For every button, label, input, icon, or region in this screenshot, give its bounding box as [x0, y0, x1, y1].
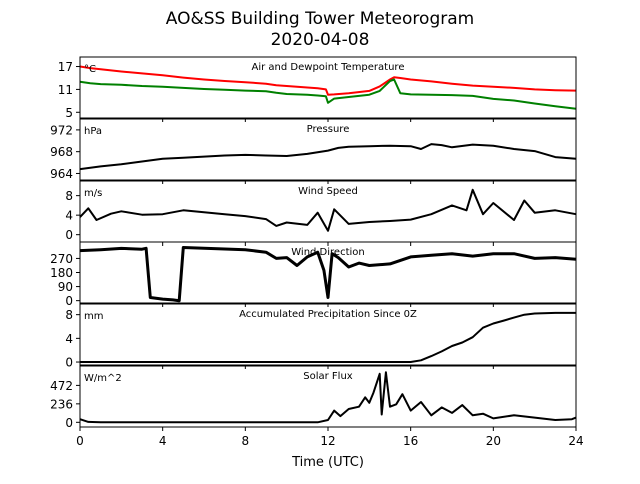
y-tick-label-2-1: 4 — [65, 209, 73, 223]
panel-unit-4: mm — [84, 311, 103, 322]
x-tick-label-5: 20 — [486, 434, 501, 448]
series-line-4-0 — [80, 311, 576, 363]
series-line-3-0 — [79, 246, 577, 303]
panel-title-2: Wind Speed — [298, 186, 358, 197]
y-tick-label-1-1: 968 — [50, 145, 73, 159]
x-tick-label-0: 0 — [76, 434, 84, 448]
x-tick-label-6: 24 — [568, 434, 583, 448]
x-tick-label-1: 4 — [159, 434, 167, 448]
x-tick-label-3: 12 — [320, 434, 335, 448]
x-tick-label-2: 8 — [242, 434, 250, 448]
panel-title-5: Solar Flux — [303, 371, 353, 382]
chart-subtitle: 2020-04-08 — [271, 30, 370, 50]
chart-title: AO&SS Building Tower Meteorogram — [166, 9, 474, 29]
y-tick-label-1-0: 964 — [50, 167, 73, 181]
y-tick-label-4-1: 4 — [65, 332, 73, 346]
y-tick-label-2-2: 8 — [65, 189, 73, 203]
y-tick-label-2-0: 0 — [65, 228, 73, 242]
series-line-0-0 — [79, 65, 577, 96]
panel-4: 0 4 8 Accumulated Precipitation Since 0Z mm — [65, 303, 577, 370]
y-tick-label-5-2: 472 — [50, 379, 73, 393]
series-line-1-0 — [79, 143, 577, 171]
panel-title-1: Pressure — [307, 124, 350, 135]
panel-1: 964 968 972 Pressure hPa — [50, 118, 577, 184]
y-tick-label-0-0: 5 — [65, 106, 73, 120]
y-tick-label-5-1: 236 — [50, 397, 73, 411]
panel-unit-1: hPa — [84, 126, 102, 137]
series-line-0-1 — [79, 78, 577, 110]
panel-title-0: Air and Dewpoint Temperature — [252, 62, 405, 73]
series-line-2-0 — [79, 188, 577, 232]
x-tick-label-4: 16 — [403, 434, 418, 448]
y-tick-label-0-1: 11 — [58, 83, 73, 97]
y-tick-label-3-2: 180 — [50, 266, 73, 280]
y-tick-label-3-1: 90 — [58, 280, 73, 294]
panel-unit-5: W/m^2 — [84, 373, 122, 384]
panel-title-4: Accumulated Precipitation Since 0Z — [239, 309, 417, 320]
series-line-5-0 — [79, 371, 577, 424]
panel-5: 0 236 472 Solar Flux W/m^2 — [50, 365, 577, 431]
panel-title-3: Wind Direction — [291, 247, 365, 258]
y-tick-label-5-0: 0 — [65, 416, 73, 430]
y-tick-label-4-0: 0 — [65, 356, 73, 370]
y-tick-label-1-2: 972 — [50, 123, 73, 137]
x-axis-label: Time (UTC) — [291, 455, 364, 470]
panel-2: 0 4 8 Wind Speed m/s — [65, 180, 577, 246]
y-tick-label-0-2: 17 — [58, 60, 73, 74]
y-tick-label-3-3: 270 — [50, 252, 73, 266]
panel-0: 5 11 17 Air and Dewpoint Temperature °C — [58, 56, 577, 122]
y-tick-label-3-0: 0 — [65, 294, 73, 308]
y-tick-label-4-2: 8 — [65, 308, 73, 322]
panel-unit-2: m/s — [84, 188, 102, 199]
panel-unit-0: °C — [84, 64, 96, 75]
